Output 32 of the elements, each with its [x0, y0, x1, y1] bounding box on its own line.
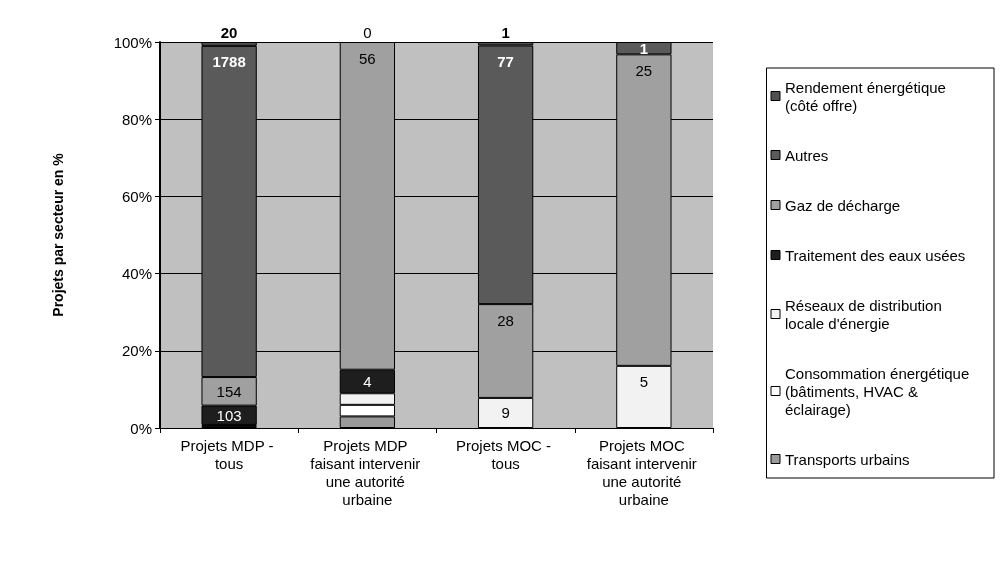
legend-label: Rendement énergétique (côté offre) [785, 78, 951, 114]
legend-label: Gaz de décharge [785, 196, 901, 214]
annotation: 1788 [212, 53, 246, 71]
legend-label: Autres [785, 146, 829, 164]
x-tick-label: Projets MOC faisant intervenir une autorité urbaine [586, 436, 701, 508]
x-tick-label: Projets MDP faisant intervenir une autorité urbaine [310, 436, 425, 508]
annotation: 25 [635, 61, 653, 79]
x-tick-label: Projets MDP - tous [180, 436, 278, 472]
y-tick-label: 100% [113, 33, 152, 51]
y-tick-label: 80% [121, 110, 152, 128]
legend-label: Transports urbains [785, 450, 910, 468]
annotation: 56 [359, 49, 376, 67]
annotation: 20 [220, 24, 238, 41]
annotation: 1 [501, 24, 510, 41]
annotation: 154 [216, 382, 242, 400]
annotation: 28 [497, 311, 514, 329]
annotation: 1 [639, 39, 649, 57]
legend-label: Traitement des eaux usées [785, 246, 966, 264]
annotation: 0 [363, 24, 372, 41]
legend-label: Réseaux de distribution locale d'énergie [785, 296, 946, 332]
y-tick-label: 40% [121, 265, 152, 283]
annotation: 103 [216, 406, 242, 424]
y-tick-label: 20% [121, 342, 152, 360]
y-tick-label: 0% [130, 419, 152, 437]
y-tick-label: 60% [121, 187, 152, 205]
annotation: 9 [501, 404, 510, 422]
y-axis-title: Projets par secteur en % [50, 152, 66, 317]
annotation: 5 [639, 373, 649, 391]
annotation: 4 [363, 372, 372, 390]
x-tick-label: Projets MOC - tous [456, 436, 556, 472]
legend-label: Consommation énergétique (bâtiments, HVAC & éclairage) [785, 364, 974, 418]
annotation: 77 [497, 52, 514, 70]
